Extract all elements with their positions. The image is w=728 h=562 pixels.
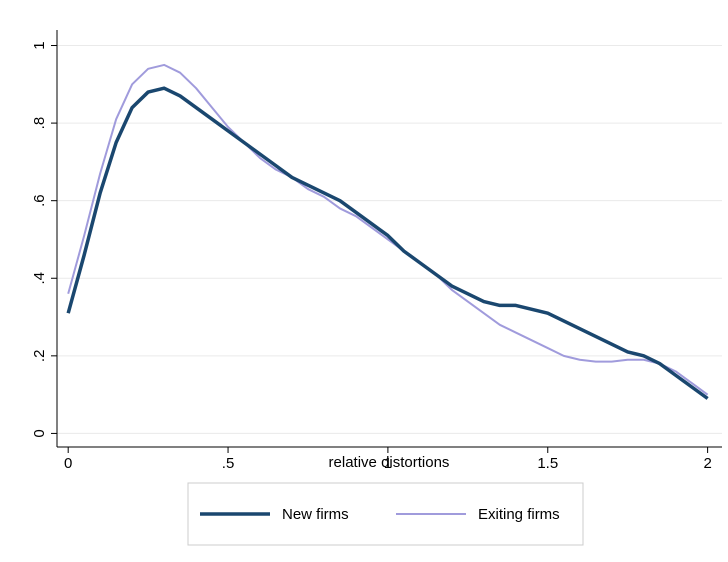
x-tick-label: .5 — [222, 455, 235, 472]
x-tick-label: 1 — [384, 455, 392, 472]
y-tick-label: .4 — [31, 272, 48, 285]
x-tick-label: 0 — [64, 455, 72, 472]
y-tick-label: 0 — [31, 429, 48, 437]
y-tick-label: .2 — [31, 350, 48, 363]
series-line — [66, 86, 709, 400]
legend-label: New firms — [282, 506, 349, 523]
x-tick-label: 1.5 — [537, 455, 558, 472]
y-tick-label: .6 — [31, 194, 48, 207]
x-tick-label: 2 — [703, 455, 711, 472]
y-tick-label: .8 — [31, 117, 48, 130]
y-tick-label: 1 — [31, 41, 48, 49]
x-axis-title: relative distortions — [329, 454, 450, 471]
legend-label: Exiting firms — [478, 506, 560, 523]
series-line — [67, 63, 709, 396]
